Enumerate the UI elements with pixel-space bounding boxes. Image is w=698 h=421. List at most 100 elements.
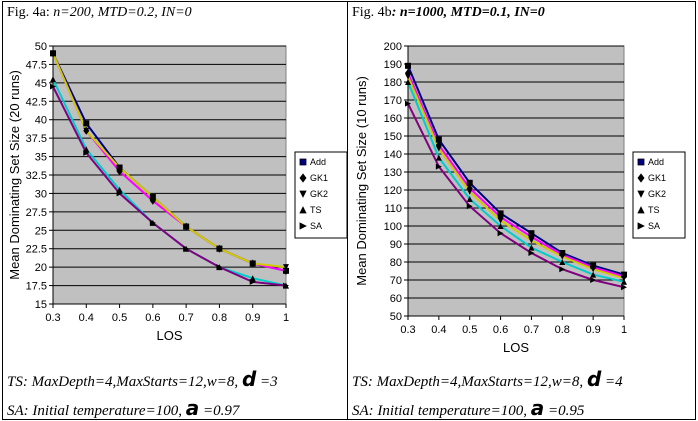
panel-fig-4a: Fig. 4a: n=200, MTD=0.2, IN=0 15 17.5 20 22… — [2, 1, 348, 420]
data-point-gk1 — [149, 196, 156, 205]
data-point-ts — [50, 76, 56, 83]
y-tick-label: 80 — [390, 257, 402, 269]
y-tick-label: 37.5 — [26, 133, 47, 145]
data-point-gk2 — [183, 223, 190, 230]
legend-label: GK1 — [310, 173, 328, 183]
series-line-sa — [52, 86, 287, 287]
data-point-sa — [466, 203, 473, 210]
x-tick-label: 0.7 — [178, 312, 193, 324]
y-tick-label: 32.5 — [26, 170, 47, 182]
data-point-gk2 — [590, 266, 597, 273]
data-point-ts — [528, 244, 535, 251]
figure-label: Fig. 4b — [352, 5, 392, 20]
legend-marker — [637, 206, 645, 214]
x-tick-label: 0.9 — [245, 312, 260, 324]
legend-label: TS — [648, 205, 660, 215]
alpha-symbol: a — [530, 396, 545, 420]
data-point-sa — [283, 282, 289, 289]
data-point-sa — [405, 100, 411, 107]
data-point-sa — [497, 230, 504, 237]
y-tick-label: 22.5 — [26, 244, 47, 256]
x-tick-label: 1 — [283, 312, 289, 324]
y-tick-label: 27.5 — [26, 207, 47, 219]
data-point-sa — [83, 149, 90, 156]
data-point-gk2 — [435, 145, 442, 152]
y-tick-label: 110 — [384, 203, 402, 215]
data-point-ts — [559, 259, 566, 265]
x-tick-label: 1 — [621, 324, 627, 336]
y-tick-label: 70 — [390, 275, 402, 287]
ts-params-text: TS: MaxDepth=4,MaxStarts=12,w=8, — [7, 374, 242, 390]
sa-params-text: SA: Initial temperature=100, — [7, 403, 186, 419]
x-tick-label: 0.9 — [585, 324, 600, 336]
data-point-ts — [497, 223, 504, 229]
data-point-add — [466, 179, 473, 186]
data-point-gk2 — [50, 50, 56, 57]
data-point-gk2 — [83, 127, 90, 134]
data-point-gk2 — [283, 264, 289, 271]
data-point-gk2 — [466, 188, 473, 195]
y-tick-label: 180 — [384, 77, 402, 89]
data-point-add — [405, 62, 411, 69]
panel-title: Fig. 4a: n=200, MTD=0.2, IN=0 — [7, 5, 192, 21]
x-tick-label: 0.6 — [145, 312, 160, 324]
y-tick-label: 40 — [35, 115, 47, 127]
data-point-ts — [621, 278, 627, 285]
y-tick-label: 150 — [384, 131, 402, 143]
data-point-sa — [216, 264, 223, 271]
data-point-gk2 — [405, 73, 411, 80]
x-tick-label: 0.8 — [555, 324, 570, 336]
data-point-gk2 — [497, 217, 504, 224]
data-point-sa — [621, 284, 627, 291]
delta-symbol: d — [241, 367, 257, 391]
data-point-sa — [528, 250, 535, 256]
y-tick-label: 35 — [35, 152, 47, 164]
y-tick-label: 20 — [35, 262, 47, 274]
figure-title: n=200, MTD=0.2, IN=0 — [53, 5, 192, 20]
y-tick-label: 140 — [384, 149, 402, 161]
x-tick-label: 0.8 — [212, 312, 227, 324]
series-line-gk2 — [52, 52, 287, 269]
panel-fig-4b: Fig. 4b: n=1000, MTD=0.1, IN=0 50 60 70 80 9… — [347, 1, 696, 420]
legend-marker — [299, 222, 307, 230]
x-tick-label: 0.3 — [45, 312, 60, 324]
sa-params-note: SA: Initial temperature=100, a =0.97 — [7, 396, 239, 419]
sa-params-note: SA: Initial temperature=100, a =0.95 — [352, 396, 584, 420]
y-tick-label: 200 — [384, 41, 402, 53]
data-point-gk2 — [528, 237, 535, 244]
ts-params-note: TS: MaxDepth=4,MaxStarts=12,w=8, d =3 — [7, 367, 278, 391]
data-point-gk2 — [621, 275, 627, 282]
legend-marker — [299, 173, 307, 183]
y-tick-label: 30 — [35, 188, 47, 200]
legend-label: SA — [310, 221, 322, 231]
y-tick-label: 90 — [390, 239, 402, 251]
legend-label: SA — [648, 221, 660, 231]
x-tick-label: 0.5 — [112, 312, 127, 324]
series-line-gk2 — [407, 76, 625, 280]
y-tick-label: 170 — [384, 95, 402, 107]
series-line-gk1 — [407, 72, 625, 278]
y-tick-label: 120 — [384, 185, 402, 197]
x-axis-title: LOS — [503, 340, 529, 355]
legend-label: GK1 — [648, 173, 666, 183]
y-tick-label: 50 — [390, 311, 402, 323]
legend-marker — [299, 206, 307, 214]
data-point-ts — [435, 154, 442, 161]
data-point-sa — [149, 219, 156, 226]
legend-label: Add — [648, 157, 664, 167]
data-point-add — [83, 120, 90, 127]
figure-label: Fig. 4a: — [7, 5, 54, 20]
y-tick-label: 15 — [35, 299, 47, 311]
legend-marker — [637, 158, 645, 166]
panel-title: Fig. 4b: n=1000, MTD=0.1, IN=0 — [352, 5, 545, 21]
y-tick-label: 190 — [384, 59, 402, 71]
y-tick-label: 25 — [35, 225, 47, 237]
sa-params-text: SA: Initial temperature=100, — [352, 403, 531, 419]
figure-title: : n=1000, MTD=0.1, IN=0 — [391, 5, 545, 20]
legend-marker — [637, 190, 645, 198]
y-axis-title: Mean Dominating Set Size (20 runs) — [7, 70, 22, 280]
y-tick-label: 17.5 — [26, 281, 47, 293]
ts-delta-value: =4 — [601, 374, 623, 390]
y-tick-label: 60 — [390, 293, 402, 305]
x-tick-label: 0.6 — [493, 324, 508, 336]
